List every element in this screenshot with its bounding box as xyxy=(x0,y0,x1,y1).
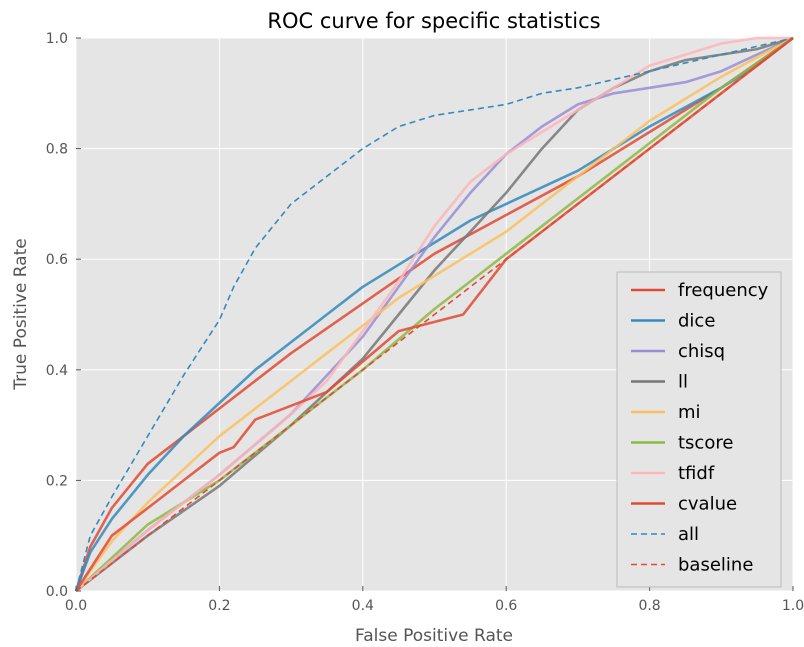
series-group xyxy=(74,36,794,593)
legend-label-all: all xyxy=(678,524,699,545)
x-tick-label: 1.0 xyxy=(782,598,804,614)
legend-label-tfidf: tfidf xyxy=(678,463,715,484)
ticks-group: 0.0 0.2 0.4 0.6 0.8 1.0 0.0 0.2 0.4 0.6 0.8 1.0 xyxy=(46,31,804,614)
x-axis-label: False Positive Rate xyxy=(355,626,513,646)
legend-label-chisq: chisq xyxy=(678,341,725,362)
series-line-all xyxy=(75,37,794,592)
legend-label-ll: ll xyxy=(678,372,688,393)
grid xyxy=(75,37,794,592)
x-tick-label: 0.4 xyxy=(352,598,374,614)
legend-label-frequency: frequency xyxy=(678,280,769,301)
series-line-baseline xyxy=(75,37,794,592)
legend-label-mi: mi xyxy=(678,402,701,423)
legend-label-tscore: tscore xyxy=(678,433,733,454)
series-line-tfidf xyxy=(75,36,793,592)
legend-label-dice: dice xyxy=(678,311,715,332)
y-tick-label: 0.8 xyxy=(46,142,68,158)
series-line-mi xyxy=(74,36,794,592)
series-line-ll xyxy=(75,36,794,593)
y-tick-label: 0.0 xyxy=(46,584,68,600)
x-tick-label: 0.0 xyxy=(65,598,87,614)
series-line-tscore xyxy=(75,36,794,592)
y-tick-label: 1.0 xyxy=(46,31,68,47)
series-line-frequency xyxy=(74,36,794,592)
series-line-dice xyxy=(74,36,794,592)
y-axis-label: True Positive Rate xyxy=(11,238,31,390)
legend: frequency dice chisq ll mi tscore tfidf cvalue a… xyxy=(616,271,782,588)
legend-label-cvalue: cvalue xyxy=(678,494,737,515)
x-tick-label: 0.8 xyxy=(638,598,660,614)
y-tick-label: 0.4 xyxy=(46,363,68,379)
y-tick-label: 0.2 xyxy=(46,473,68,489)
chart-title: ROC curve for specific statistics xyxy=(267,9,600,33)
x-tick-label: 0.2 xyxy=(208,598,230,614)
y-tick-label: 0.6 xyxy=(46,252,68,268)
x-tick-label: 0.6 xyxy=(495,598,517,614)
legend-label-baseline: baseline xyxy=(678,555,753,576)
